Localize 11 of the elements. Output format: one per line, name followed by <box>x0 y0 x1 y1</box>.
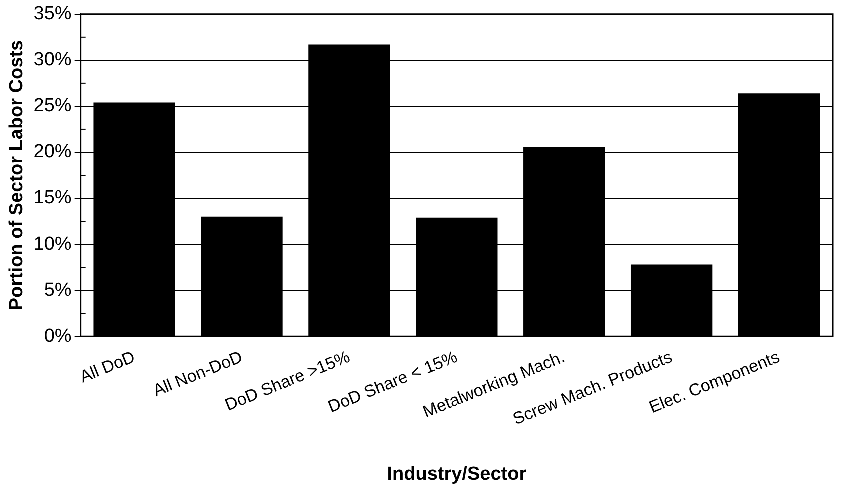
y-tick-label: 25% <box>34 96 72 117</box>
y-tick-label: 35% <box>34 4 72 25</box>
y-tick-label: 5% <box>44 280 72 301</box>
y-tick-label: 0% <box>44 326 72 347</box>
y-tick-label: 20% <box>34 142 72 163</box>
y-tick-label: 30% <box>34 50 72 71</box>
x-axis-title: Industry/Sector <box>387 464 528 485</box>
y-tick-label: 10% <box>34 234 72 255</box>
y-tick-label: 15% <box>34 188 72 209</box>
y-axis-title: Portion of Sector Labor Costs <box>6 40 28 311</box>
x-tick-label: All DoD <box>77 347 138 387</box>
